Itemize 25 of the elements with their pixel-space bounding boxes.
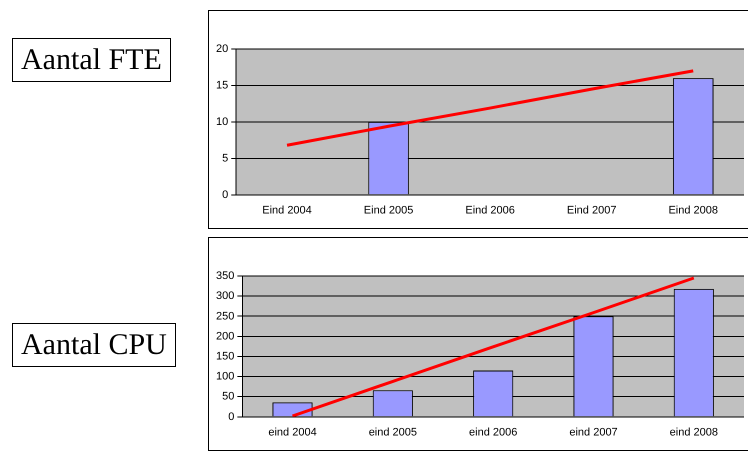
- x-tick-label: Eind 2004: [262, 204, 312, 216]
- y-tick-label: 10: [216, 116, 228, 128]
- x-tick-label: eind 2007: [569, 426, 618, 438]
- x-tick-label: eind 2005: [368, 426, 418, 438]
- y-tick-label: 200: [216, 330, 234, 342]
- y-tick-label: 20: [216, 43, 228, 56]
- y-tick-label: 50: [222, 390, 234, 403]
- x-tick-label: Eind 2008: [668, 204, 718, 216]
- y-tick-label: 5: [222, 152, 228, 164]
- x-tick-label: Eind 2005: [364, 204, 414, 216]
- y-tick-label: 0: [222, 188, 228, 201]
- y-tick-label: 300: [216, 290, 234, 302]
- x-tick-label: eind 2004: [268, 426, 317, 438]
- y-tick-label: 150: [216, 350, 234, 362]
- x-tick-label: Eind 2006: [465, 204, 515, 216]
- x-tick-label: Eind 2007: [566, 204, 616, 216]
- y-tick-label: 250: [216, 310, 234, 322]
- y-tick-label: 350: [216, 270, 234, 282]
- y-axis-title: Aantal FTE: [12, 38, 171, 82]
- x-tick-label: eind 2006: [469, 426, 518, 438]
- x-tick-label: eind 2008: [670, 426, 718, 438]
- y-tick-label: 100: [216, 370, 234, 383]
- y-axis-title: Aantal CPU: [12, 323, 176, 367]
- y-tick-label: 15: [216, 79, 228, 92]
- y-tick-label: 0: [228, 410, 234, 423]
